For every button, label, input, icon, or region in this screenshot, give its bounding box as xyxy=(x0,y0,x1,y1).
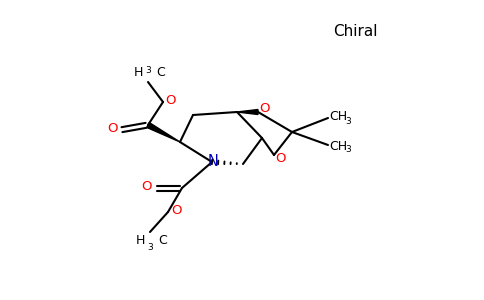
Text: O: O xyxy=(165,94,175,106)
Text: 3: 3 xyxy=(345,146,351,154)
Polygon shape xyxy=(147,123,180,142)
Polygon shape xyxy=(237,110,258,115)
Text: O: O xyxy=(171,205,181,218)
Text: O: O xyxy=(142,181,152,194)
Text: O: O xyxy=(260,101,270,115)
Text: 3: 3 xyxy=(147,243,153,252)
Text: 3: 3 xyxy=(345,116,351,125)
Text: O: O xyxy=(276,152,286,166)
Text: N: N xyxy=(208,154,218,169)
Text: H: H xyxy=(134,67,143,80)
Text: H: H xyxy=(136,235,145,248)
Text: CH: CH xyxy=(329,110,347,124)
Text: C: C xyxy=(156,67,165,80)
Text: Chiral: Chiral xyxy=(333,25,377,40)
Text: 3: 3 xyxy=(145,66,151,75)
Text: CH: CH xyxy=(329,140,347,152)
Text: O: O xyxy=(107,122,117,136)
Text: C: C xyxy=(158,235,167,248)
